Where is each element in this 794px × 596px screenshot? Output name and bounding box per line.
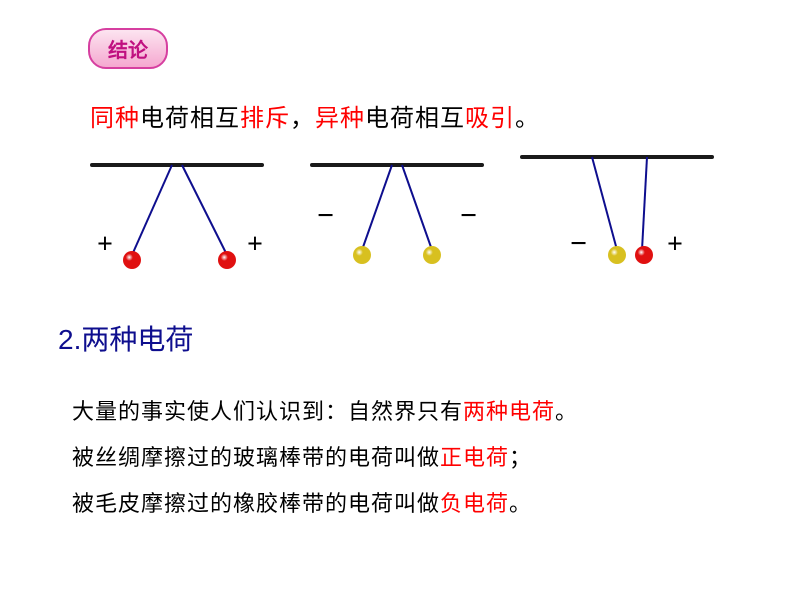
diagram-repel-positive: ++ (72, 145, 282, 285)
diagram-svg-2: −− (292, 145, 502, 285)
svg-text:+: + (667, 229, 683, 260)
diagram-repel-negative: −− (292, 145, 502, 285)
diagrams-row: ++ −− −+ (72, 145, 722, 285)
svg-text:−: − (460, 199, 477, 232)
svg-text:+: + (247, 229, 263, 260)
section-title: 2.两种电荷 (58, 318, 193, 358)
diagram-svg-1: ++ (72, 145, 282, 285)
svg-text:−: − (317, 199, 334, 232)
section-title-text: 2.两种电荷 (58, 324, 193, 355)
conclusion-badge: 结论 (88, 28, 168, 69)
badge-text: 结论 (108, 40, 148, 62)
svg-text:+: + (97, 229, 113, 260)
diagram-attract: −+ (512, 145, 722, 285)
main-statement: 同种电荷相互排斥，异种电荷相互吸引。 (90, 98, 540, 133)
body-line-3: 被毛皮摩擦过的橡胶棒带的电荷叫做负电荷。 (72, 486, 532, 518)
svg-text:−: − (570, 227, 587, 260)
diagram-svg-3: −+ (512, 145, 722, 285)
body-line-1: 大量的事实使人们认识到：自然界只有两种电荷。 (72, 394, 578, 426)
body-line-2: 被丝绸摩擦过的玻璃棒带的电荷叫做正电荷； (72, 440, 532, 472)
